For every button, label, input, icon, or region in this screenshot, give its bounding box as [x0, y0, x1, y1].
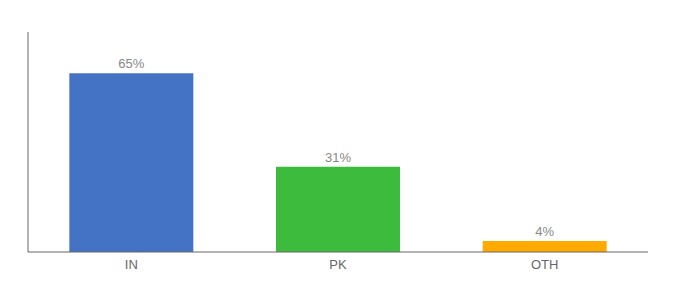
svg-text:31%: 31% — [325, 150, 351, 165]
svg-text:4%: 4% — [535, 224, 554, 239]
svg-text:OTH: OTH — [531, 257, 558, 272]
svg-text:IN: IN — [125, 257, 138, 272]
svg-text:PK: PK — [329, 257, 347, 272]
svg-text:65%: 65% — [118, 56, 144, 71]
